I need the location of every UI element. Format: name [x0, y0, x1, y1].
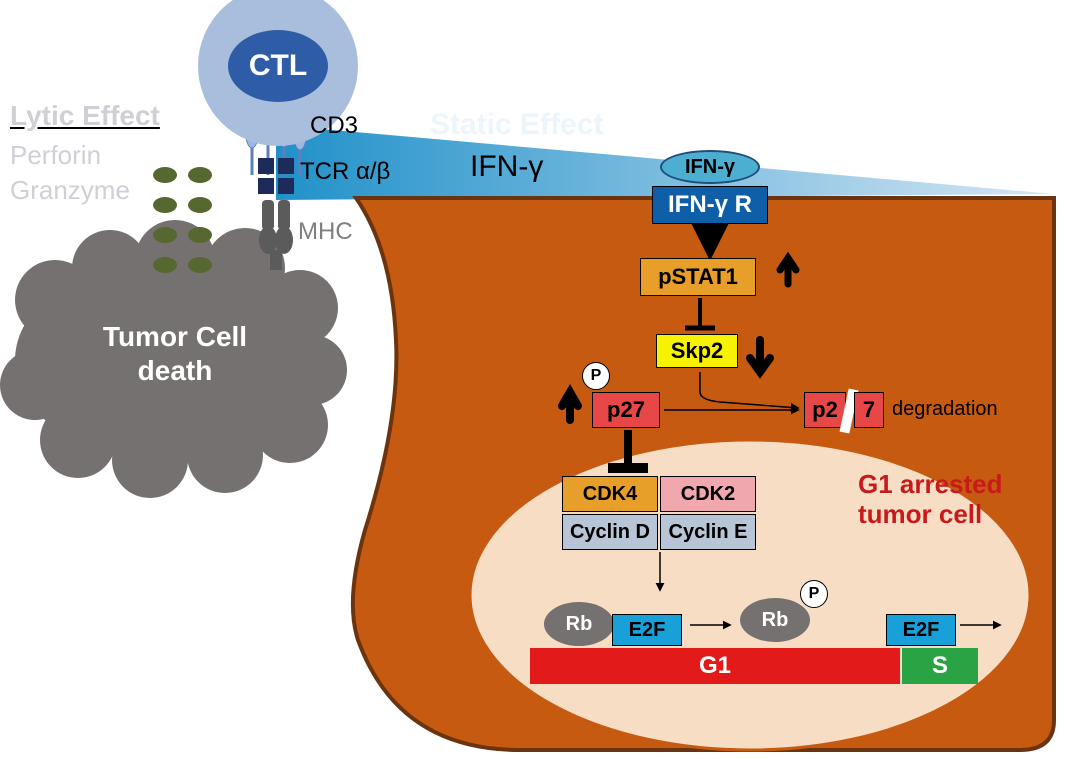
ifng-oval: IFN-γ [660, 150, 760, 184]
static-effect-title: Static Effect [430, 108, 603, 142]
arrow-skp2-p27deg [700, 372, 798, 408]
arrested-line1: G1 arrested [858, 470, 1058, 500]
lytic-effect-granzyme: Granzyme [10, 175, 130, 206]
lytic-effect-title: Lytic Effect [10, 100, 160, 132]
up-arrow-pstat1 [780, 258, 796, 284]
cycline-box: Cyclin E [660, 514, 756, 550]
tumor-death-line1: Tumor Cell [60, 320, 290, 354]
cdk2-box: CDK2 [660, 476, 756, 512]
down-arrow-skp2 [750, 340, 770, 372]
arrested-line2: tumor cell [858, 500, 1058, 530]
tumor-death-line2: death [60, 354, 290, 388]
ifng-receptor: IFN-γ R [652, 186, 768, 224]
arrested-label: G1 arrested tumor cell [858, 470, 1058, 530]
tumor-death-label: Tumor Cell death [60, 320, 290, 387]
degradation-label: degradation [892, 398, 998, 421]
skp2-box: Skp2 [656, 334, 738, 368]
rb-right: Rb [740, 598, 810, 642]
g1-bar: G1 [530, 648, 900, 684]
granules [153, 167, 212, 273]
e2f-right: E2F [886, 614, 956, 646]
p27-degraded-left: p2 [804, 392, 846, 428]
p27-degraded: p2 7 [804, 392, 884, 428]
up-arrow-p27 [562, 392, 578, 420]
cd3-label: CD3 [310, 112, 358, 140]
ctl-label: CTL [228, 44, 328, 88]
s-bar: S [902, 648, 978, 684]
lytic-effect-perforin: Perforin [10, 140, 101, 171]
p27-degraded-right: 7 [854, 392, 884, 428]
cyclind-box: Cyclin D [562, 514, 658, 550]
e2f-left: E2F [612, 614, 682, 646]
mhc-label: MHC [298, 218, 353, 246]
mhc-complex [259, 200, 293, 270]
tcr-label: TCR α/β [300, 158, 390, 186]
p27-phospho: P [582, 362, 610, 390]
p27-box: p27 [592, 392, 660, 428]
rb-phospho: P [800, 580, 828, 608]
tcr-complex [258, 158, 294, 194]
cd3-receptors [245, 100, 307, 175]
cdk4-box: CDK4 [562, 476, 658, 512]
pstat1-box: pSTAT1 [640, 258, 756, 296]
static-effect-ifng: IFN-γ [470, 150, 543, 184]
rb-left: Rb [544, 602, 614, 646]
